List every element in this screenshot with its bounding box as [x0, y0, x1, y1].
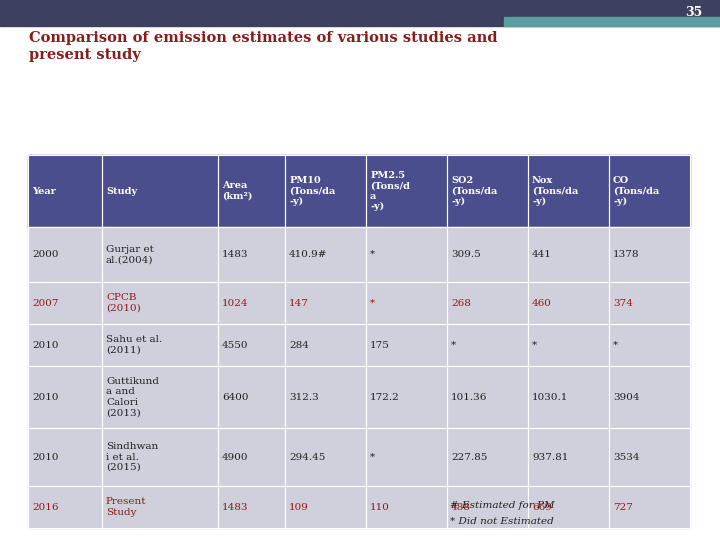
- Text: SO2
(Tons/da
-y): SO2 (Tons/da -y): [451, 176, 498, 206]
- Text: 2000: 2000: [32, 250, 58, 259]
- Text: PM2.5
(Tons/d
a
-y): PM2.5 (Tons/d a -y): [370, 171, 410, 211]
- Text: *: *: [451, 341, 456, 349]
- Text: 6400: 6400: [222, 393, 248, 402]
- Text: 1030.1: 1030.1: [532, 393, 568, 402]
- Text: 669: 669: [532, 503, 552, 511]
- Text: 410.9#: 410.9#: [289, 250, 328, 259]
- Text: Guttikund
a and
Calori
(2013): Guttikund a and Calori (2013): [106, 377, 159, 417]
- Text: PM10
(Tons/da
-y): PM10 (Tons/da -y): [289, 176, 336, 206]
- Text: 460: 460: [532, 299, 552, 307]
- Text: CPCB
(2010): CPCB (2010): [106, 293, 140, 313]
- Text: Sindhwan
i et al.
(2015): Sindhwan i et al. (2015): [106, 442, 158, 472]
- Text: 109: 109: [289, 503, 309, 511]
- Text: 175: 175: [370, 341, 390, 349]
- Text: 147: 147: [289, 299, 309, 307]
- Text: Nox
(Tons/da
-y): Nox (Tons/da -y): [532, 176, 578, 206]
- Text: 35: 35: [685, 6, 702, 19]
- Text: 441: 441: [532, 250, 552, 259]
- Text: Comparison of emission estimates of various studies and
present study: Comparison of emission estimates of vari…: [29, 31, 498, 62]
- Text: Area
(km²): Area (km²): [222, 181, 253, 201]
- Text: Present
Study: Present Study: [106, 497, 146, 517]
- Text: 227.85: 227.85: [451, 453, 487, 462]
- Text: 1483: 1483: [222, 503, 248, 511]
- Text: Year: Year: [32, 186, 56, 195]
- Text: 284: 284: [289, 341, 309, 349]
- Text: 268: 268: [451, 299, 471, 307]
- Text: * Did not Estimated: * Did not Estimated: [450, 517, 554, 526]
- Text: 294.45: 294.45: [289, 453, 325, 462]
- Text: Study: Study: [106, 186, 137, 195]
- Text: 110: 110: [370, 503, 390, 511]
- Text: 488: 488: [451, 503, 471, 511]
- Text: # Estimated for PM: # Estimated for PM: [450, 501, 554, 510]
- Text: CO
(Tons/da
-y): CO (Tons/da -y): [613, 176, 660, 206]
- Text: 3534: 3534: [613, 453, 639, 462]
- Text: 101.36: 101.36: [451, 393, 487, 402]
- Text: 3904: 3904: [613, 393, 639, 402]
- Text: *: *: [370, 453, 375, 462]
- Text: 2010: 2010: [32, 453, 58, 462]
- Text: 937.81: 937.81: [532, 453, 568, 462]
- Text: 2010: 2010: [32, 341, 58, 349]
- Text: Gurjar et
al.(2004): Gurjar et al.(2004): [106, 245, 154, 264]
- Text: *: *: [370, 299, 375, 307]
- Text: *: *: [613, 341, 618, 349]
- Text: 2016: 2016: [32, 503, 58, 511]
- Text: 4900: 4900: [222, 453, 248, 462]
- Text: 1483: 1483: [222, 250, 248, 259]
- Text: 727: 727: [613, 503, 633, 511]
- Text: 309.5: 309.5: [451, 250, 481, 259]
- Text: 4550: 4550: [222, 341, 248, 349]
- Text: 2007: 2007: [32, 299, 58, 307]
- Text: 2010: 2010: [32, 393, 58, 402]
- Text: *: *: [370, 250, 375, 259]
- Text: 1024: 1024: [222, 299, 248, 307]
- Text: 374: 374: [613, 299, 633, 307]
- Text: 1378: 1378: [613, 250, 639, 259]
- Text: Sahu et al.
(2011): Sahu et al. (2011): [106, 335, 162, 355]
- Text: *: *: [532, 341, 537, 349]
- Text: 312.3: 312.3: [289, 393, 319, 402]
- Text: 172.2: 172.2: [370, 393, 400, 402]
